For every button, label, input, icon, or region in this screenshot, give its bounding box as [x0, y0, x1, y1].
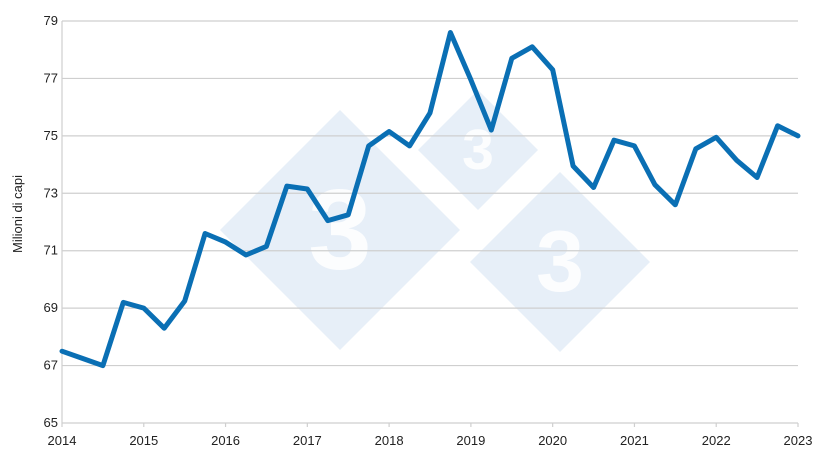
x-axis-ticks: 2014 2015 2016 2017 2018 2019 2020 2021 2022 2023 [48, 433, 813, 448]
x-tick-label: 2022 [702, 433, 731, 448]
watermark-logo: 333 [220, 90, 650, 352]
y-axis-ticks: 65 67 69 71 73 75 77 79 [44, 13, 58, 430]
watermark-diamond [220, 110, 460, 350]
watermark-diamond [470, 172, 650, 352]
y-tick-label: 73 [44, 185, 58, 200]
x-tick-label: 2023 [784, 433, 813, 448]
watermark-digit: 3 [308, 166, 371, 293]
y-tick-label: 77 [44, 70, 58, 85]
y-tick-label: 65 [44, 415, 58, 430]
watermark-digit: 3 [536, 214, 584, 310]
y-tick-label: 69 [44, 300, 58, 315]
y-tick-label: 75 [44, 128, 58, 143]
x-tick-label: 2018 [375, 433, 404, 448]
gridlines [61, 20, 799, 427]
series-line [59, 30, 801, 369]
x-tick-label: 2015 [129, 433, 158, 448]
y-tick-label: 71 [44, 243, 58, 258]
x-tick-label: 2014 [48, 433, 77, 448]
x-tick-label: 2020 [538, 433, 567, 448]
x-tick-label: 2016 [211, 433, 240, 448]
x-tick-label: 2019 [456, 433, 485, 448]
series-layer [59, 30, 801, 369]
y-tick-label: 67 [44, 358, 58, 373]
y-axis-title: Milioni di capi [10, 175, 25, 253]
watermark-diamond [418, 90, 538, 210]
x-tick-label: 2017 [293, 433, 322, 448]
x-tick-label: 2021 [620, 433, 649, 448]
y-tick-label: 79 [44, 13, 58, 28]
